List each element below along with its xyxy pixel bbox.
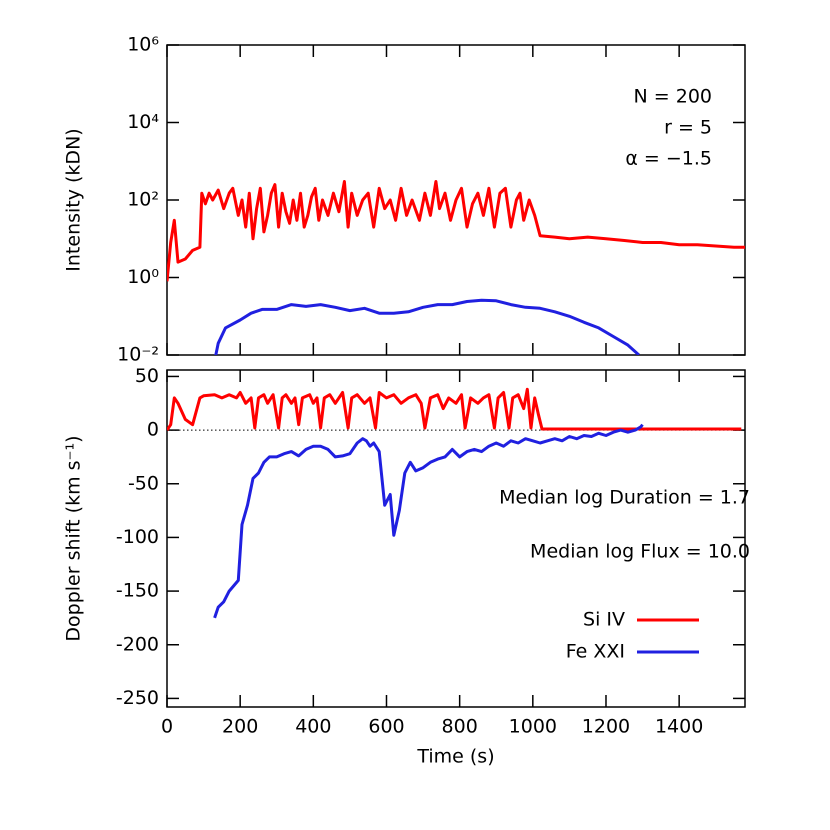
plot-area	[167, 180, 745, 355]
x-tick-label: 600	[368, 716, 404, 738]
data-line	[167, 387, 742, 431]
legend-label: Fe XXI	[566, 641, 625, 663]
y-tick-label: -100	[116, 526, 159, 548]
data-line	[213, 423, 644, 619]
plot-area	[167, 387, 742, 619]
y-axis-label: Doppler shift (km s⁻¹)	[63, 435, 85, 641]
x-tick-label: 1400	[655, 716, 703, 738]
annotation: r = 5	[664, 117, 712, 139]
x-tick-label: 1200	[582, 716, 630, 738]
y-tick-label: 10⁰	[127, 266, 159, 288]
y-tick-label: 10⁻²	[117, 344, 159, 366]
x-tick-label: 1000	[509, 716, 557, 738]
x-tick-label: 800	[442, 716, 478, 738]
y-tick-label: -250	[116, 687, 159, 709]
legend-label: Si IV	[583, 609, 625, 631]
y-tick-label: 10²	[127, 189, 159, 211]
y-tick-label: -50	[128, 472, 159, 494]
axes-frame	[166, 369, 746, 708]
y-tick-label: -150	[116, 580, 159, 602]
y-axis-label: Intensity (kDN)	[63, 128, 85, 271]
x-axis-label: Time (s)	[416, 746, 494, 768]
y-tick-label: 10⁴	[127, 111, 159, 133]
y-tick-label: 10⁶	[127, 34, 159, 56]
data-line	[167, 180, 745, 282]
x-tick-label: 200	[222, 716, 258, 738]
annotation: α = −1.5	[625, 148, 712, 170]
data-line	[214, 298, 640, 355]
y-tick-label: 50	[135, 365, 159, 387]
y-tick-label: 0	[147, 419, 159, 441]
y-tick-label: -200	[116, 633, 159, 655]
x-tick-label: 400	[295, 716, 331, 738]
x-tick-label: 0	[161, 716, 173, 738]
annotation: N = 200	[634, 86, 712, 108]
annotation: Median log Duration = 1.7	[499, 487, 750, 509]
annotation: Median log Flux = 10.0	[530, 541, 750, 563]
